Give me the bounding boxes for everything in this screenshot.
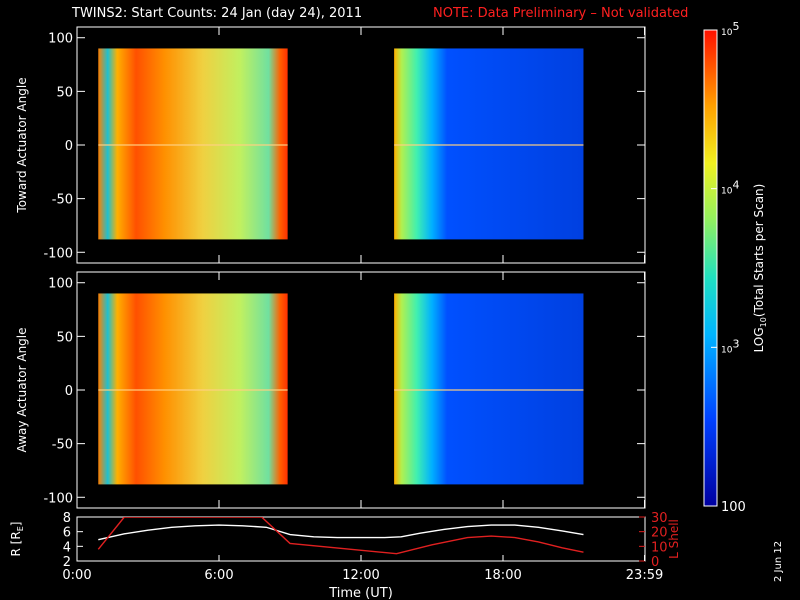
colorbar-label: LOG10(Total Starts per Scan): [752, 184, 768, 353]
time-xlabel: Time (UT): [328, 586, 393, 600]
time-xtick-label: 23:59: [626, 568, 663, 583]
time-xtick-label: 0:00: [62, 568, 91, 583]
toward-zero-angle-stripe-1: [98, 144, 288, 146]
away-ytick-label: 0: [65, 384, 73, 399]
time-xtick-label: 12:00: [342, 568, 379, 583]
away-data-block-2: [394, 293, 584, 485]
away-ylabel: Away Actuator Angle: [15, 327, 29, 452]
away-data-block-1: [98, 293, 288, 485]
toward-ytick-label: 50: [56, 85, 73, 100]
toward-ylabel: Toward Actuator Angle: [15, 77, 29, 213]
l-shell-ytick-label: 0: [651, 555, 659, 570]
toward-ytick-label: -100: [43, 246, 73, 261]
toward-zero-angle-stripe-2: [394, 144, 584, 146]
l-shell-ytick-label: 20: [651, 526, 668, 541]
figure-title: TWINS2: Start Counts: 24 Jan (day 24), 2…: [72, 6, 363, 21]
colorbar-tick-label: 100: [721, 500, 746, 515]
r-distance-line: [98, 524, 584, 541]
r-ytick-label: 6: [63, 526, 71, 541]
date-stamp: 2 Jun 12: [773, 540, 784, 582]
time-xtick-label: 6:00: [204, 568, 233, 583]
toward-data-block-2: [394, 48, 584, 240]
r-ytick-label: 8: [63, 511, 71, 526]
toward-data-block-1: [98, 48, 288, 240]
orbit-panel-frame: [76, 516, 646, 562]
l-shell-ytick-label: 10: [651, 540, 668, 555]
toward-ytick-label: 0: [65, 139, 73, 154]
colorbar-tick-label: 103: [721, 337, 739, 355]
l-shell-ylabel: L Shell: [667, 519, 681, 559]
time-xtick-label: 18:00: [484, 568, 521, 583]
colorbar-tick-label: 105: [721, 20, 739, 38]
l-shell-ytick-label: 30: [651, 511, 668, 526]
r-ytick-label: 2: [63, 555, 71, 570]
toward-ytick-label: -50: [52, 193, 73, 208]
r-ytick-label: 4: [63, 540, 71, 555]
away-zero-angle-stripe-1: [98, 389, 288, 391]
away-ytick-label: 50: [56, 330, 73, 345]
colorbar-scale: [703, 29, 718, 507]
colorbar-tick-label: 104: [721, 179, 739, 197]
toward-ytick-label: 100: [48, 32, 73, 47]
away-ytick-label: -50: [52, 438, 73, 453]
l-shell-line: [97, 517, 584, 555]
away-ytick-label: -100: [43, 491, 73, 506]
r-ylabel: R [RE]: [9, 522, 25, 557]
preliminary-note: NOTE: Data Preliminary – Not validated: [433, 6, 689, 21]
away-zero-angle-stripe-2: [394, 389, 584, 391]
away-ytick-label: 100: [48, 277, 73, 292]
